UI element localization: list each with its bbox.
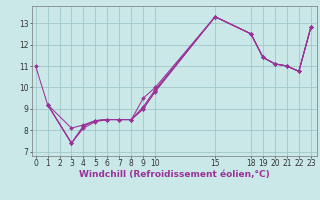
X-axis label: Windchill (Refroidissement éolien,°C): Windchill (Refroidissement éolien,°C) [79, 170, 270, 179]
